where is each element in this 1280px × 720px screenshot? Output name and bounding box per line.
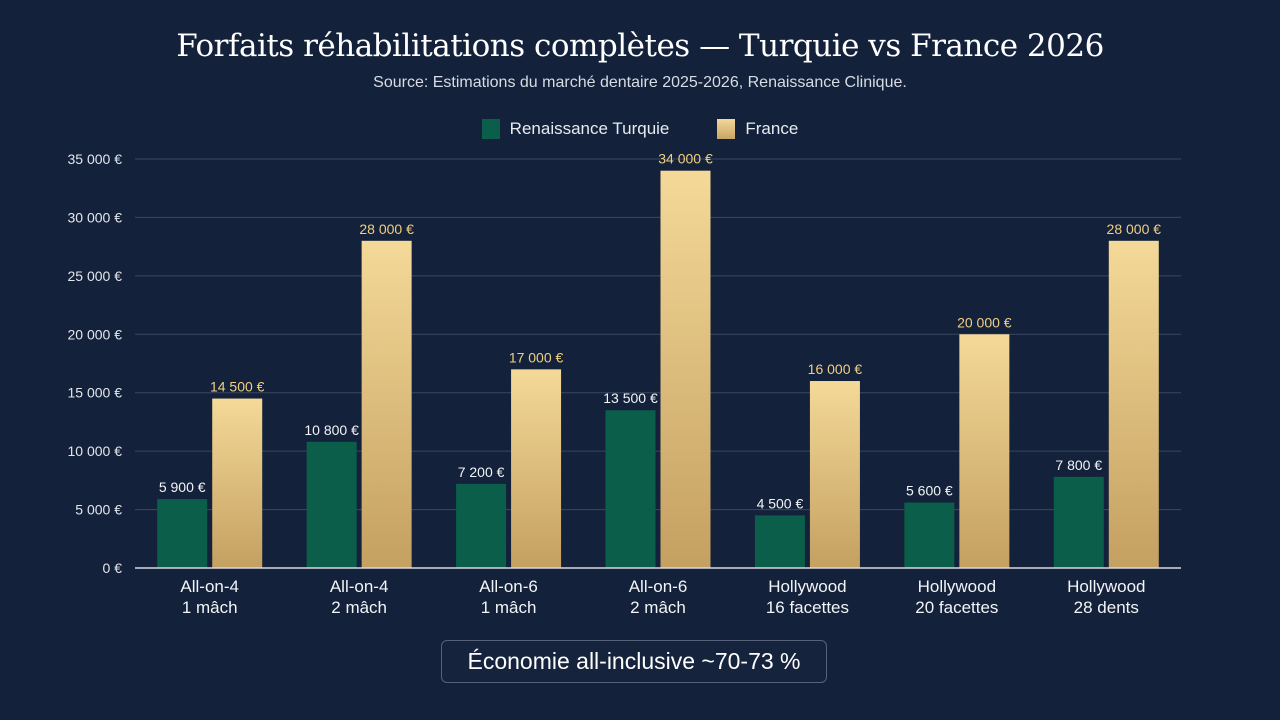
- data-label-france: 28 000 €: [1107, 221, 1162, 237]
- x-tick-label: Hollywood: [1067, 577, 1145, 596]
- y-tick-label: 20 000 €: [68, 326, 123, 342]
- y-tick-label: 25 000 €: [68, 268, 123, 284]
- legend-item-france: France: [717, 119, 798, 139]
- bar-turquie: [1053, 476, 1104, 568]
- bar-turquie: [754, 515, 805, 568]
- bar-france: [361, 240, 412, 569]
- bar-turquie: [306, 441, 357, 568]
- x-tick-label: All-on-6: [479, 577, 538, 596]
- x-tick-label: All-on-4: [330, 577, 389, 596]
- y-tick-label: 15 000 €: [68, 385, 123, 401]
- chart-title: Forfaits réhabilitations complètes — Tur…: [176, 28, 1104, 64]
- x-tick-label: All-on-6: [629, 577, 688, 596]
- x-tick-sublabel: 1 mâch: [182, 598, 238, 617]
- bar-turquie: [904, 502, 955, 568]
- data-label-france: 14 500 €: [210, 379, 265, 395]
- data-label-turquie: 7 200 €: [458, 464, 505, 480]
- x-tick-label: Hollywood: [768, 577, 846, 596]
- x-tick-sublabel: 2 mâch: [331, 598, 387, 617]
- data-label-france: 20 000 €: [957, 314, 1012, 330]
- data-label-france: 28 000 €: [359, 221, 414, 237]
- legend-swatch-turquie: [481, 119, 500, 139]
- data-label-france: 16 000 €: [808, 361, 863, 377]
- x-tick-sublabel: 16 facettes: [766, 598, 849, 617]
- data-label-turquie: 4 500 €: [757, 495, 804, 511]
- legend-swatch-france: [717, 119, 736, 139]
- y-tick-label: 10 000 €: [68, 443, 123, 459]
- bar-france: [809, 381, 860, 568]
- y-tick-label: 30 000 €: [68, 209, 123, 225]
- x-tick-sublabel: 1 mâch: [481, 598, 537, 617]
- chart-subtitle: Source: Estimations du marché dentaire 2…: [373, 74, 907, 91]
- bar-france: [1108, 240, 1159, 569]
- bar-turquie: [157, 499, 208, 568]
- y-tick-label: 0 €: [103, 560, 123, 576]
- legend-label-turquie: Renaissance Turquie: [509, 119, 670, 138]
- x-tick-label: All-on-4: [180, 577, 239, 596]
- bar-turquie: [456, 483, 507, 568]
- data-label-france: 17 000 €: [509, 349, 564, 365]
- data-label-turquie: 5 900 €: [159, 479, 206, 495]
- y-tick-label: 5 000 €: [75, 502, 122, 518]
- x-tick-label: Hollywood: [918, 577, 996, 596]
- data-label-turquie: 10 800 €: [304, 422, 359, 438]
- y-tick-label: 35 000 €: [68, 151, 123, 167]
- bar-france: [212, 398, 263, 568]
- data-label-turquie: 7 800 €: [1055, 457, 1102, 473]
- x-tick-sublabel: 20 facettes: [915, 598, 998, 617]
- bar-france: [660, 170, 711, 568]
- x-tick-sublabel: 28 dents: [1074, 598, 1139, 617]
- bar-turquie: [605, 410, 656, 568]
- bar-france: [511, 369, 562, 568]
- data-label-france: 34 000 €: [658, 151, 713, 167]
- legend-label-france: France: [745, 119, 799, 138]
- bar-france: [959, 334, 1010, 568]
- legend: Renaissance Turquie France: [0, 119, 1280, 139]
- data-label-turquie: 5 600 €: [906, 483, 953, 499]
- savings-callout: Économie all-inclusive ~70-73 %: [441, 640, 827, 683]
- x-tick-sublabel: 2 mâch: [630, 598, 686, 617]
- data-label-turquie: 13 500 €: [603, 390, 658, 406]
- legend-item-turquie: Renaissance Turquie: [481, 119, 670, 139]
